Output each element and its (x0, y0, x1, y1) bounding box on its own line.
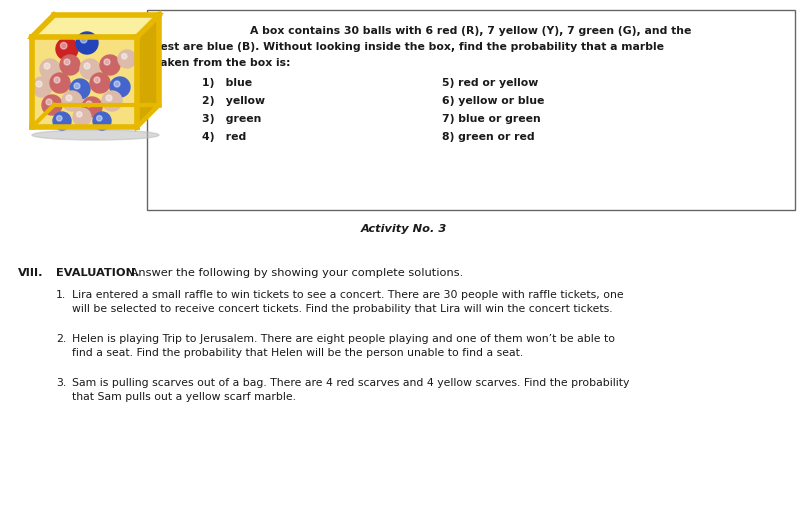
Circle shape (97, 116, 102, 121)
Text: find a seat. Find the probability that Helen will be the person unable to find a: find a seat. Find the probability that H… (72, 348, 524, 358)
Circle shape (40, 59, 60, 79)
Circle shape (93, 112, 111, 130)
Circle shape (100, 55, 120, 75)
Polygon shape (32, 15, 159, 37)
Circle shape (118, 50, 136, 68)
Circle shape (44, 63, 50, 69)
Text: VIII.: VIII. (18, 268, 44, 278)
Text: A box contains 30 balls with 6 red (R), 7 yellow (Y), 7 green (G), and the: A box contains 30 balls with 6 red (R), … (250, 26, 692, 36)
Circle shape (74, 83, 80, 89)
Circle shape (76, 32, 98, 54)
Circle shape (56, 38, 78, 60)
Text: 2.: 2. (56, 334, 66, 344)
Ellipse shape (32, 130, 159, 140)
Circle shape (106, 95, 112, 101)
Circle shape (104, 59, 110, 65)
Text: 3)   green: 3) green (202, 114, 261, 124)
Circle shape (73, 108, 91, 126)
Circle shape (57, 116, 62, 121)
Circle shape (62, 91, 82, 111)
Circle shape (102, 91, 122, 111)
Text: 6) yellow or blue: 6) yellow or blue (442, 96, 545, 106)
Text: Activity No. 3: Activity No. 3 (361, 224, 447, 234)
Circle shape (66, 95, 72, 101)
Circle shape (114, 81, 120, 87)
Circle shape (86, 101, 92, 107)
Circle shape (32, 77, 52, 97)
Text: Lira entered a small raffle to win tickets to see a concert. There are 30 people: Lira entered a small raffle to win ticke… (72, 290, 624, 300)
Text: 2)   yellow: 2) yellow (202, 96, 265, 106)
Text: Sam is pulling scarves out of a bag. There are 4 red scarves and 4 yellow scarve: Sam is pulling scarves out of a bag. The… (72, 378, 629, 388)
Circle shape (50, 73, 70, 93)
Text: 5) red or yellow: 5) red or yellow (442, 78, 538, 88)
Circle shape (82, 97, 102, 117)
Circle shape (54, 77, 60, 83)
Text: 4)   red: 4) red (202, 132, 246, 142)
Bar (32, 37, 137, 127)
Text: Answer the following by showing your complete solutions.: Answer the following by showing your com… (127, 268, 463, 278)
Text: that Sam pulls out a yellow scarf marble.: that Sam pulls out a yellow scarf marble… (72, 392, 296, 402)
Circle shape (77, 112, 82, 117)
Polygon shape (137, 15, 159, 127)
Text: 1)   blue: 1) blue (202, 78, 252, 88)
Text: EVALUATION.: EVALUATION. (56, 268, 140, 278)
Text: Helen is playing Trip to Jerusalem. There are eight people playing and one of th: Helen is playing Trip to Jerusalem. Ther… (72, 334, 615, 344)
Circle shape (60, 55, 80, 75)
Text: will be selected to receive concert tickets. Find the probability that Lira will: will be selected to receive concert tick… (72, 304, 612, 314)
Circle shape (84, 63, 90, 69)
Circle shape (64, 59, 70, 65)
Circle shape (80, 59, 100, 79)
Circle shape (36, 81, 42, 87)
Circle shape (81, 37, 87, 43)
Circle shape (70, 79, 90, 99)
Circle shape (42, 95, 62, 115)
Circle shape (53, 112, 71, 130)
Text: 8) green or red: 8) green or red (442, 132, 535, 142)
Bar (147, 10, 795, 210)
Text: 1.: 1. (56, 290, 66, 300)
Circle shape (90, 73, 110, 93)
Text: 7) blue or green: 7) blue or green (442, 114, 541, 124)
Circle shape (61, 42, 67, 49)
Text: 3.: 3. (56, 378, 66, 388)
Text: rest are blue (B). Without looking inside the box, find the probability that a m: rest are blue (B). Without looking insid… (155, 42, 664, 52)
Text: taken from the box is:: taken from the box is: (155, 58, 291, 68)
Circle shape (94, 77, 100, 83)
Circle shape (46, 99, 52, 105)
Circle shape (121, 54, 127, 59)
Circle shape (110, 77, 130, 97)
